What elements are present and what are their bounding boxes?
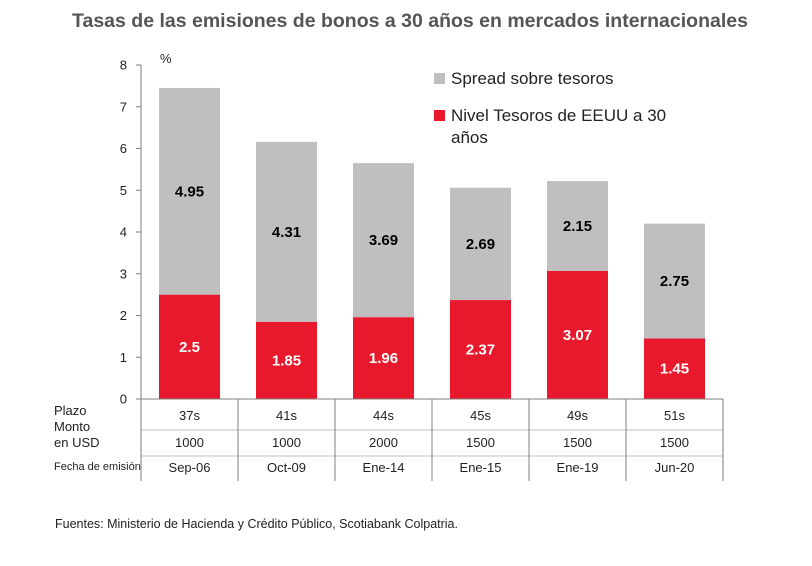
bar-spread bbox=[644, 223, 705, 339]
bar-spread bbox=[159, 87, 220, 295]
x-tick-label: Jun-20 bbox=[655, 460, 695, 475]
data-label-nivel: 1.96 bbox=[369, 350, 398, 367]
y-axis-unit-label: % bbox=[160, 51, 172, 66]
table-cell-monto: 1500 bbox=[563, 435, 592, 450]
source-note: Fuentes: Ministerio de Hacienda y Crédit… bbox=[55, 517, 458, 531]
table-cell-plazo: 41s bbox=[276, 408, 297, 423]
table-cell-monto: 1500 bbox=[466, 435, 495, 450]
bar-nivel-tesoros bbox=[450, 300, 511, 399]
legend-label-nivel: Nivel Tesoros de EEUU a 30 bbox=[451, 106, 666, 125]
table-cell-monto: 1000 bbox=[272, 435, 301, 450]
x-tick-label: Ene-15 bbox=[460, 460, 502, 475]
bar-nivel-tesoros bbox=[256, 321, 317, 399]
y-tick-label: 7 bbox=[120, 99, 127, 114]
x-tick-label: Oct-09 bbox=[267, 460, 306, 475]
x-tick-label: Ene-14 bbox=[363, 460, 405, 475]
data-label-nivel: 1.45 bbox=[660, 361, 689, 378]
data-label-spread: 4.95 bbox=[175, 183, 204, 200]
y-tick-label: 3 bbox=[120, 266, 127, 281]
table-cell-plazo: 45s bbox=[470, 408, 491, 423]
table-cell-plazo: 49s bbox=[567, 408, 588, 423]
data-label-nivel: 1.85 bbox=[272, 352, 301, 369]
y-tick-label: 5 bbox=[120, 183, 127, 198]
bar-spread bbox=[256, 141, 317, 322]
x-tick-label: Sep-06 bbox=[169, 460, 211, 475]
data-label-nivel: 2.5 bbox=[179, 339, 200, 356]
table-cell-monto: 1000 bbox=[175, 435, 204, 450]
table-row-header-monto-usd: en USD bbox=[54, 435, 100, 450]
bar-spread bbox=[547, 181, 608, 271]
table-cell-monto: 1500 bbox=[660, 435, 689, 450]
table-row-header-fecha: Fecha de emisión bbox=[54, 461, 141, 473]
y-tick-label: 0 bbox=[120, 392, 127, 407]
data-label-spread: 4.31 bbox=[272, 224, 301, 241]
data-label-spread: 2.15 bbox=[563, 218, 592, 235]
y-tick-label: 4 bbox=[120, 225, 127, 240]
table-row-header-plazo: Plazo bbox=[54, 403, 87, 418]
bar-spread bbox=[450, 187, 511, 301]
table-cell-monto: 2000 bbox=[369, 435, 398, 450]
data-label-nivel: 2.37 bbox=[466, 342, 495, 359]
y-tick-label: 2 bbox=[120, 308, 127, 323]
x-tick-label: Ene-19 bbox=[557, 460, 599, 475]
legend-label-nivel-cont: años bbox=[451, 128, 488, 147]
bar-nivel-tesoros bbox=[159, 294, 220, 399]
table-cell-plazo: 44s bbox=[373, 408, 394, 423]
legend-swatch-spread bbox=[434, 73, 445, 84]
bar-nivel-tesoros bbox=[547, 270, 608, 399]
bar-spread bbox=[353, 163, 414, 318]
table-cell-plazo: 37s bbox=[179, 408, 200, 423]
bar-nivel-tesoros bbox=[353, 317, 414, 399]
data-label-spread: 2.69 bbox=[466, 236, 495, 253]
table-cell-plazo: 51s bbox=[664, 408, 685, 423]
y-tick-label: 8 bbox=[120, 58, 127, 73]
legend-swatch-nivel bbox=[434, 110, 445, 121]
chart-title: Tasas de las emisiones de bonos a 30 año… bbox=[72, 10, 748, 32]
bar-nivel-tesoros bbox=[644, 338, 705, 399]
y-tick-label: 6 bbox=[120, 141, 127, 156]
legend-label-spread: Spread sobre tesoros bbox=[451, 69, 614, 88]
data-label-spread: 3.69 bbox=[369, 232, 398, 249]
table-row-header-monto: Monto bbox=[54, 419, 90, 434]
data-label-spread: 2.75 bbox=[660, 273, 689, 290]
data-label-nivel: 3.07 bbox=[563, 327, 592, 344]
y-tick-label: 1 bbox=[120, 350, 127, 365]
